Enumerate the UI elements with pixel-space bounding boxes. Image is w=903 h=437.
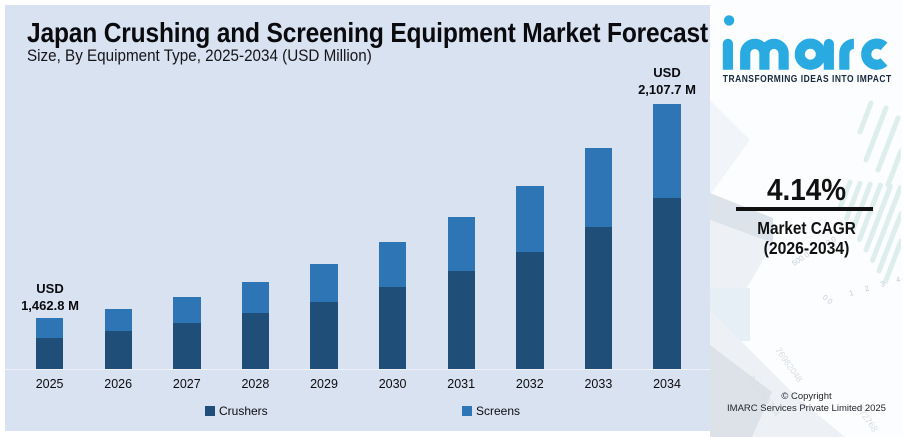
svg-text:0 0: 0 0 xyxy=(821,293,835,307)
svg-text:1 2 3 4: 1 2 3 4 xyxy=(848,273,901,298)
